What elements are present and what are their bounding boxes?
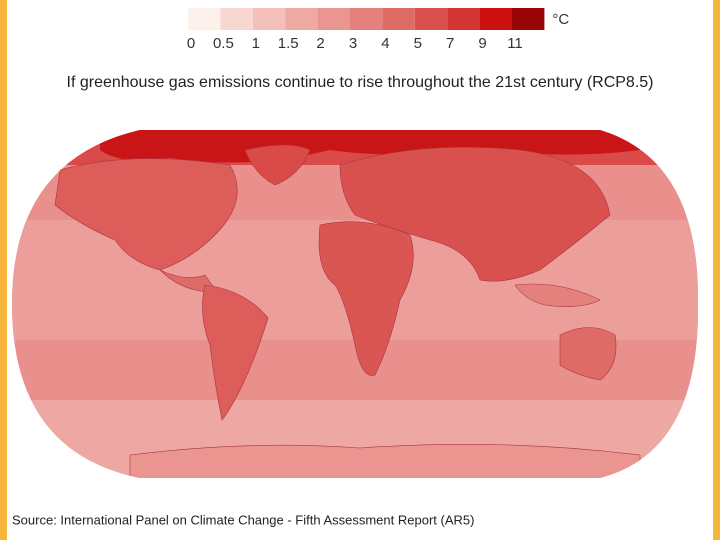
legend-label: 4	[381, 35, 389, 52]
legend-label: 5	[414, 35, 422, 52]
legend-label: 0.5	[213, 35, 234, 52]
legend-swatch	[350, 8, 383, 30]
legend-label: 3	[349, 35, 357, 52]
legend-swatch	[414, 8, 448, 30]
source-note: Source: International Panel on Climate C…	[12, 512, 474, 527]
legend-swatch	[252, 8, 286, 30]
legend-swatch	[479, 8, 512, 30]
frame-left	[0, 0, 7, 540]
legend-swatch	[285, 8, 318, 30]
legend-swatch	[447, 8, 480, 30]
legend-swatch	[188, 8, 221, 30]
legend-swatch	[220, 8, 253, 30]
world-map	[12, 130, 699, 478]
legend-label: 1.5	[278, 35, 299, 52]
legend-swatch	[382, 8, 415, 30]
legend-swatch	[317, 8, 350, 30]
legend-label: 0	[187, 35, 195, 52]
map-title: If greenhouse gas emissions continue to …	[67, 74, 654, 91]
legend-label: 1	[252, 35, 260, 52]
legend-label: 9	[478, 35, 486, 52]
legend-label: 7	[446, 35, 454, 52]
legend-swatch	[512, 8, 545, 30]
frame-right	[713, 0, 720, 540]
legend-label: 11	[507, 35, 523, 52]
legend-unit: °C	[552, 11, 569, 28]
legend: 0 0.5 1 1.5 2 3 4 5 7 9 11 °C	[187, 8, 569, 52]
legend-label: 2	[316, 35, 324, 52]
